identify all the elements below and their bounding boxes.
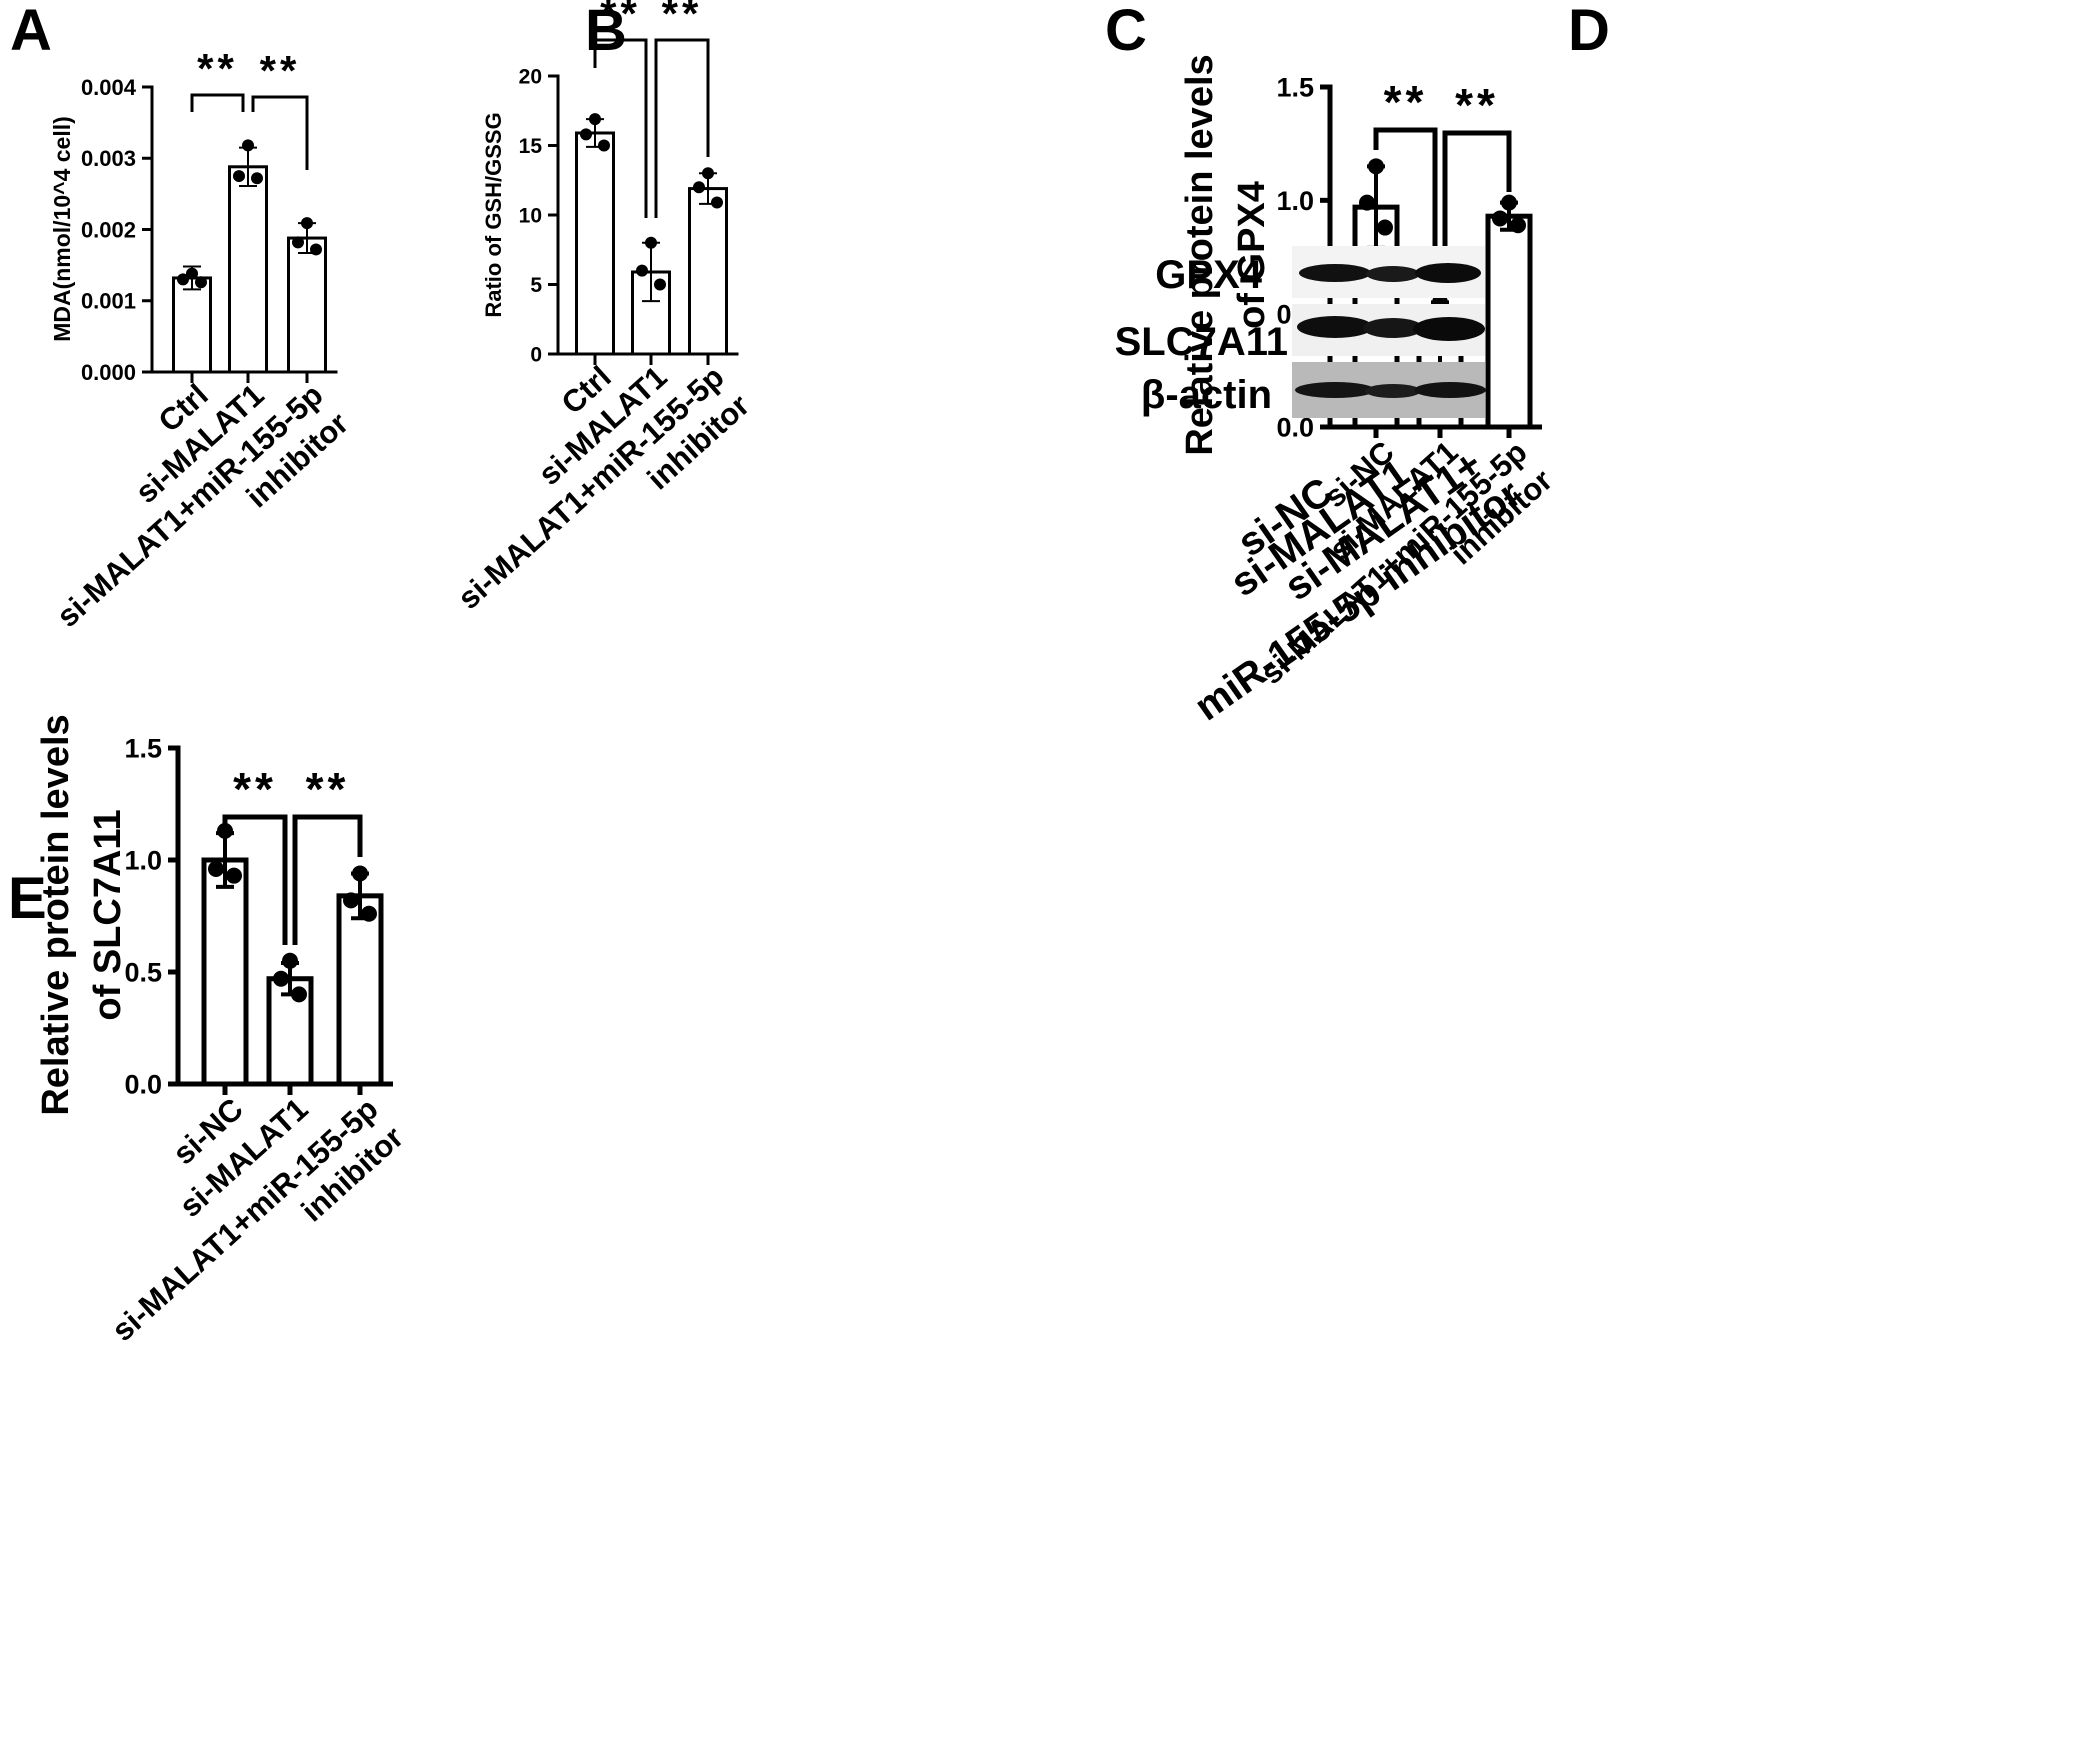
data-point [711, 196, 723, 209]
band-label-beta-actin: β-actin [1141, 373, 1272, 417]
panel-letter-e: E [8, 866, 47, 931]
data-point [1510, 217, 1526, 234]
significance-bracket [222, 814, 288, 945]
significance-label: ** [306, 763, 350, 815]
data-point [343, 892, 359, 909]
y-tick-label: 5 [530, 274, 542, 297]
data-point [352, 865, 368, 882]
data-point [580, 128, 592, 141]
blot-bands-beta-actin [1295, 382, 1486, 398]
significance-label: ** [260, 47, 301, 94]
bar [201, 857, 249, 1087]
bar [575, 131, 615, 356]
bar [287, 236, 327, 374]
data-point [301, 217, 313, 230]
panel-letter-b: B [585, 0, 627, 63]
data-point [226, 867, 242, 884]
significance-bracket [251, 95, 309, 170]
y-tick-label: 20 [519, 66, 542, 89]
y-tick-label: 1.5 [1276, 73, 1314, 103]
significance-label: ** [197, 45, 238, 92]
significance-bracket [654, 38, 710, 218]
data-point [310, 243, 322, 256]
significance-bracket [292, 814, 363, 945]
data-point [242, 139, 254, 152]
data-point [1492, 210, 1508, 227]
data-point [1377, 219, 1393, 236]
y-axis-title-line: of SLC7A11 [87, 809, 129, 1020]
panel-letter-c: C [1105, 0, 1147, 63]
significance-bracket [1373, 127, 1438, 268]
data-point [1368, 158, 1384, 175]
significance-label: ** [233, 763, 277, 815]
significance-bracket [593, 38, 648, 218]
data-point [186, 267, 198, 280]
data-point [1359, 194, 1375, 211]
bar [228, 165, 268, 374]
data-point [291, 986, 307, 1003]
chart-e: 0.0 0.5 1.0 1.5 Relative protein levels of SL… [35, 714, 410, 1348]
bar [1485, 213, 1533, 430]
data-point [177, 273, 189, 286]
data-point [273, 970, 289, 987]
data-point [251, 172, 263, 185]
y-tick-label: 0.000 [81, 360, 136, 385]
data-point [292, 236, 304, 249]
band-label-slc7a11: SLC7A11 [1115, 320, 1288, 364]
data-point [195, 276, 207, 289]
y-tick-label: 0.001 [81, 289, 136, 314]
significance-label: ** [1455, 79, 1499, 131]
y-axis-title-line: Relative protein levels [1179, 54, 1221, 455]
y-tick-label: 1.0 [124, 846, 162, 876]
data-point [702, 167, 714, 180]
bar [172, 276, 212, 374]
data-point [282, 952, 298, 969]
y-tick-label: 1.0 [1276, 186, 1314, 216]
data-point [636, 264, 648, 277]
data-point [1501, 194, 1517, 211]
y-tick-label: 0.004 [81, 75, 137, 100]
significance-bracket [1442, 130, 1512, 268]
data-point [361, 905, 377, 922]
y-axis-title-line: Relative protein levels [35, 714, 77, 1115]
significance-label: ** [600, 0, 641, 37]
y-tick-label: 0.003 [81, 146, 136, 171]
y-tick-label: 1.5 [124, 734, 162, 764]
y-tick-label: 10 [519, 205, 542, 228]
bar [336, 893, 384, 1087]
blot-bands-gpx4 [1299, 263, 1481, 283]
data-point [208, 860, 224, 877]
y-axis-title: Ratio of GSH/GSSG [481, 112, 506, 317]
data-point [598, 139, 610, 152]
western-blot-c: GPX4 SLC7A11 β-actin si-NC si-MALAT1 si-… [1115, 246, 1529, 729]
y-tick-label: 0.5 [124, 958, 162, 988]
panel-letter-d: D [1568, 0, 1610, 63]
y-axis-title-line: of GPX4 [1231, 181, 1273, 329]
x-category-label: si-MALAT1+miR-155-5p [105, 1091, 385, 1348]
y-tick-label: 0.002 [81, 217, 136, 242]
blot-bands-slc7a11 [1297, 316, 1485, 341]
y-axis-title: MDA(nmol/10^4 cell) [49, 116, 75, 342]
band-label-gpx4: GPX4 [1155, 253, 1262, 297]
y-tick-label: 0 [530, 344, 542, 367]
y-tick-label: 15 [519, 135, 543, 158]
significance-label: ** [662, 0, 703, 37]
panel-letter-a: A [10, 0, 52, 63]
data-point [654, 278, 666, 291]
data-point [693, 181, 705, 194]
bar [688, 187, 728, 356]
significance-bracket [190, 93, 245, 112]
data-point [233, 170, 245, 183]
data-point [589, 113, 601, 126]
y-tick-label: 0.0 [124, 1070, 162, 1100]
significance-label: ** [1384, 76, 1428, 128]
data-point [645, 236, 657, 249]
